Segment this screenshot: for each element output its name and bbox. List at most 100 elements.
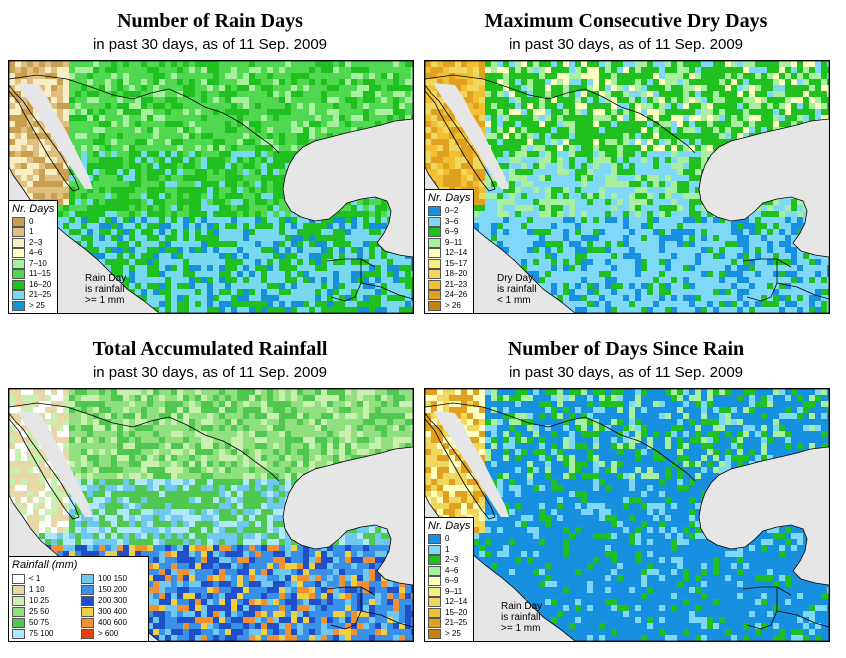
legend-swatch [12,258,25,269]
legend-label: 4–6 [29,248,43,258]
us-border [425,402,696,482]
legend-swatch [428,300,441,311]
legend-label: 200 300 [98,595,127,605]
legend-items: 0 1 2–3 4–6 7–10 11–15 16–20 21–25 > 25 [12,216,54,312]
legend-swatch [428,248,441,259]
legend-item: 4–6 [428,565,470,577]
legend-item: 1 [428,544,470,556]
legend-title: Nr. Days [428,520,471,532]
legend-swatch [428,227,441,238]
legend-item: 50 75 [12,617,71,628]
legend-swatch [12,279,25,290]
legend-swatch [81,595,94,606]
legend-item: > 600 [81,628,140,639]
legend-swatch [12,617,25,628]
legend-item: 400 600 [81,617,140,628]
mexico-map [9,61,413,313]
coastline [425,61,829,313]
legend-label: > 25 [29,300,45,310]
legend-label: 24–26 [445,290,468,300]
legend-label: 75 100 [29,628,54,638]
panel-days-since-rain: Number of Days Since Rain in past 30 day… [416,328,836,653]
legend: Rainfall (mm) < 1 100 150 1 10 150 200 10 25… [9,556,149,641]
central-america-borders [326,258,413,302]
legend-swatch [428,279,441,290]
legend-label: 9–11 [445,237,463,247]
legend-swatch [428,607,441,618]
legend-item: 15–20 [428,607,470,619]
map-dry-days: Nr. Days 0–2 3–6 6–9 9–11 12–14 15–17 18–20 21–… [424,60,830,314]
legend-label: 10 25 [29,595,50,605]
note-line: >= 1 mm [85,295,125,306]
legend-swatch [428,544,441,555]
legend-label: 12–14 [445,248,468,258]
legend-item: 2–3 [428,555,470,566]
note-line: Dry Day [497,273,534,284]
legend-swatch [428,628,441,639]
legend-item: 12–14 [428,248,470,259]
legend-label: 6–9 [445,576,459,586]
coastline [9,61,413,313]
legend-label: 100 150 [98,573,127,583]
legend-label: 25 50 [29,606,50,616]
gulf-of-california [17,411,93,517]
panel-title: Maximum Consecutive Dry Days [484,10,768,32]
legend-label: 4–6 [445,565,459,575]
map-note: Rain Day is rainfall >= 1 mm [501,601,542,634]
legend-swatch [12,628,25,639]
legend-label: 1 [29,227,34,237]
legend-swatch [81,573,94,584]
legend-swatch [12,584,25,595]
legend-swatch [81,617,94,628]
panel-rain-days: Number of Rain Days in past 30 days, as … [0,0,420,325]
legend-title: Nr. Days [428,192,471,204]
legend-label: 7–10 [29,258,47,268]
legend-item: 21–25 [12,290,54,301]
legend-item: 21–25 [428,618,470,629]
gulf-of-california [433,83,509,189]
legend-label: 400 600 [98,617,127,627]
legend-label: 2–3 [445,555,459,565]
legend-label: 18–20 [445,269,468,279]
mexico-map [425,389,829,641]
panel-title: Total Accumulated Rainfall [92,338,328,360]
legend-item: 300 400 [81,606,140,617]
legend-item: 100 150 [81,573,140,584]
panel-subtitle: in past 30 days, as of 11 Sep. 2009 [508,36,744,53]
legend-item: 10 25 [12,595,71,606]
legend-swatch [12,227,25,238]
legend-swatch [428,576,441,587]
legend-swatch [428,269,441,280]
legend-item: 18–20 [428,269,470,280]
legend-label: 0 [445,534,450,544]
legend-item: 0 [12,216,54,228]
legend-label: 9–11 [445,586,463,596]
legend-swatch [428,237,441,248]
mexico-map [425,61,829,313]
legend-label: 21–25 [445,618,468,628]
legend-label: 0 [29,216,34,226]
legend-item: 25 50 [12,606,71,617]
baja-outline [425,412,496,520]
map-note: Dry Day is rainfall < 1 mm [497,273,536,306]
legend-label: > 600 [98,628,119,638]
legend-item: 75 100 [12,628,71,639]
gulf-of-california [433,411,509,517]
legend-swatch [428,290,441,301]
legend-item: < 1 [12,573,71,584]
legend-item: 15–17 [428,258,470,270]
legend-item: 11–15 [12,269,54,280]
us-border [425,74,696,154]
map-total-rainfall: Rainfall (mm) < 1 100 150 1 10 150 200 10 25… [8,388,414,642]
baja-outline [9,412,80,520]
legend-title: Nr. Days [12,202,55,215]
legend-swatch [12,595,25,606]
legend-title: Rainfall (mm) [12,559,78,571]
legend-label: < 1 [29,573,41,583]
legend-swatch [428,565,441,576]
legend-item: > 26 [428,300,470,312]
legend-item: 9–11 [428,237,470,249]
map-rain-days: Nr. Days 0 1 2–3 4–6 7–10 11–15 16–20 21–25 > 25… [8,60,414,314]
legend-label: 3–6 [445,216,459,226]
legend-swatch [81,606,94,617]
